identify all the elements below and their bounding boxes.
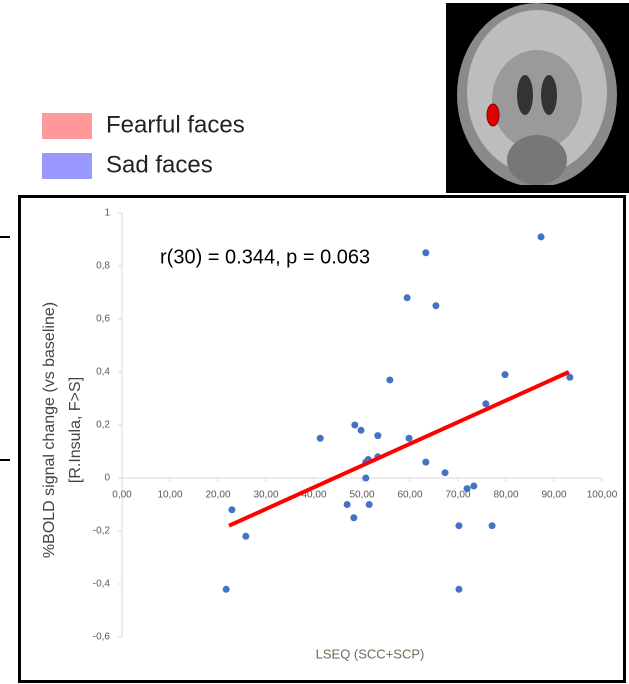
y-axis-label: [R.Insula, F>S] — [67, 377, 84, 483]
x-axis-label: LSEQ (SCC+SCP) — [316, 646, 425, 661]
point — [386, 376, 393, 383]
point — [502, 371, 509, 378]
y-tick-label: -0,4 — [93, 579, 111, 590]
point — [358, 427, 365, 434]
x-tick-label: 90,00 — [541, 490, 566, 501]
point — [464, 485, 471, 492]
x-tick-label: 20,00 — [205, 490, 230, 501]
y-tick-label: -0,2 — [93, 526, 111, 537]
x-tick-label: 10,00 — [157, 490, 182, 501]
legend-swatch — [42, 113, 92, 139]
point — [422, 249, 429, 256]
point — [228, 506, 235, 513]
y-axis-label: %BOLD signal change (vs baseline) — [41, 302, 58, 558]
y-tick-label: -0,6 — [93, 632, 111, 643]
point — [538, 233, 545, 240]
point — [242, 533, 249, 540]
x-tick-label: 100,00 — [587, 490, 618, 501]
figure: r(30) = 0.344, p = 0.063 LSEQ (SCC+SCP) … — [0, 0, 629, 684]
point — [455, 586, 462, 593]
point — [432, 302, 439, 309]
y-tick-label: 0,8 — [96, 261, 110, 272]
point — [317, 435, 324, 442]
x-tick-label: 30,00 — [253, 490, 278, 501]
y-tick-label: 0,2 — [96, 420, 110, 431]
point — [362, 475, 369, 482]
point — [482, 400, 489, 407]
point — [489, 522, 496, 529]
x-tick-label: 60,00 — [397, 490, 422, 501]
x-tick-label: 0,00 — [112, 490, 132, 501]
point — [351, 422, 358, 429]
y-tick-label: 1 — [104, 208, 110, 219]
y-tick-label: 0 — [104, 473, 110, 484]
y-tick-label: 0,4 — [96, 367, 110, 378]
legend-swatch — [42, 153, 92, 179]
point — [442, 469, 449, 476]
point — [344, 501, 351, 508]
point — [223, 586, 230, 593]
point — [470, 482, 477, 489]
point — [404, 294, 411, 301]
point — [350, 514, 357, 521]
point — [366, 501, 373, 508]
x-tick-label: 80,00 — [493, 490, 518, 501]
point — [406, 435, 413, 442]
point — [374, 432, 381, 439]
point — [422, 459, 429, 466]
legend-label: Fearful faces — [106, 111, 245, 138]
y-tick-label: 0,6 — [96, 314, 110, 325]
annotation: r(30) = 0.344, p = 0.063 — [160, 246, 370, 268]
x-tick-label: 50,00 — [349, 490, 374, 501]
brain-image — [446, 3, 629, 193]
point — [455, 522, 462, 529]
legend-label: Sad faces — [106, 151, 213, 178]
